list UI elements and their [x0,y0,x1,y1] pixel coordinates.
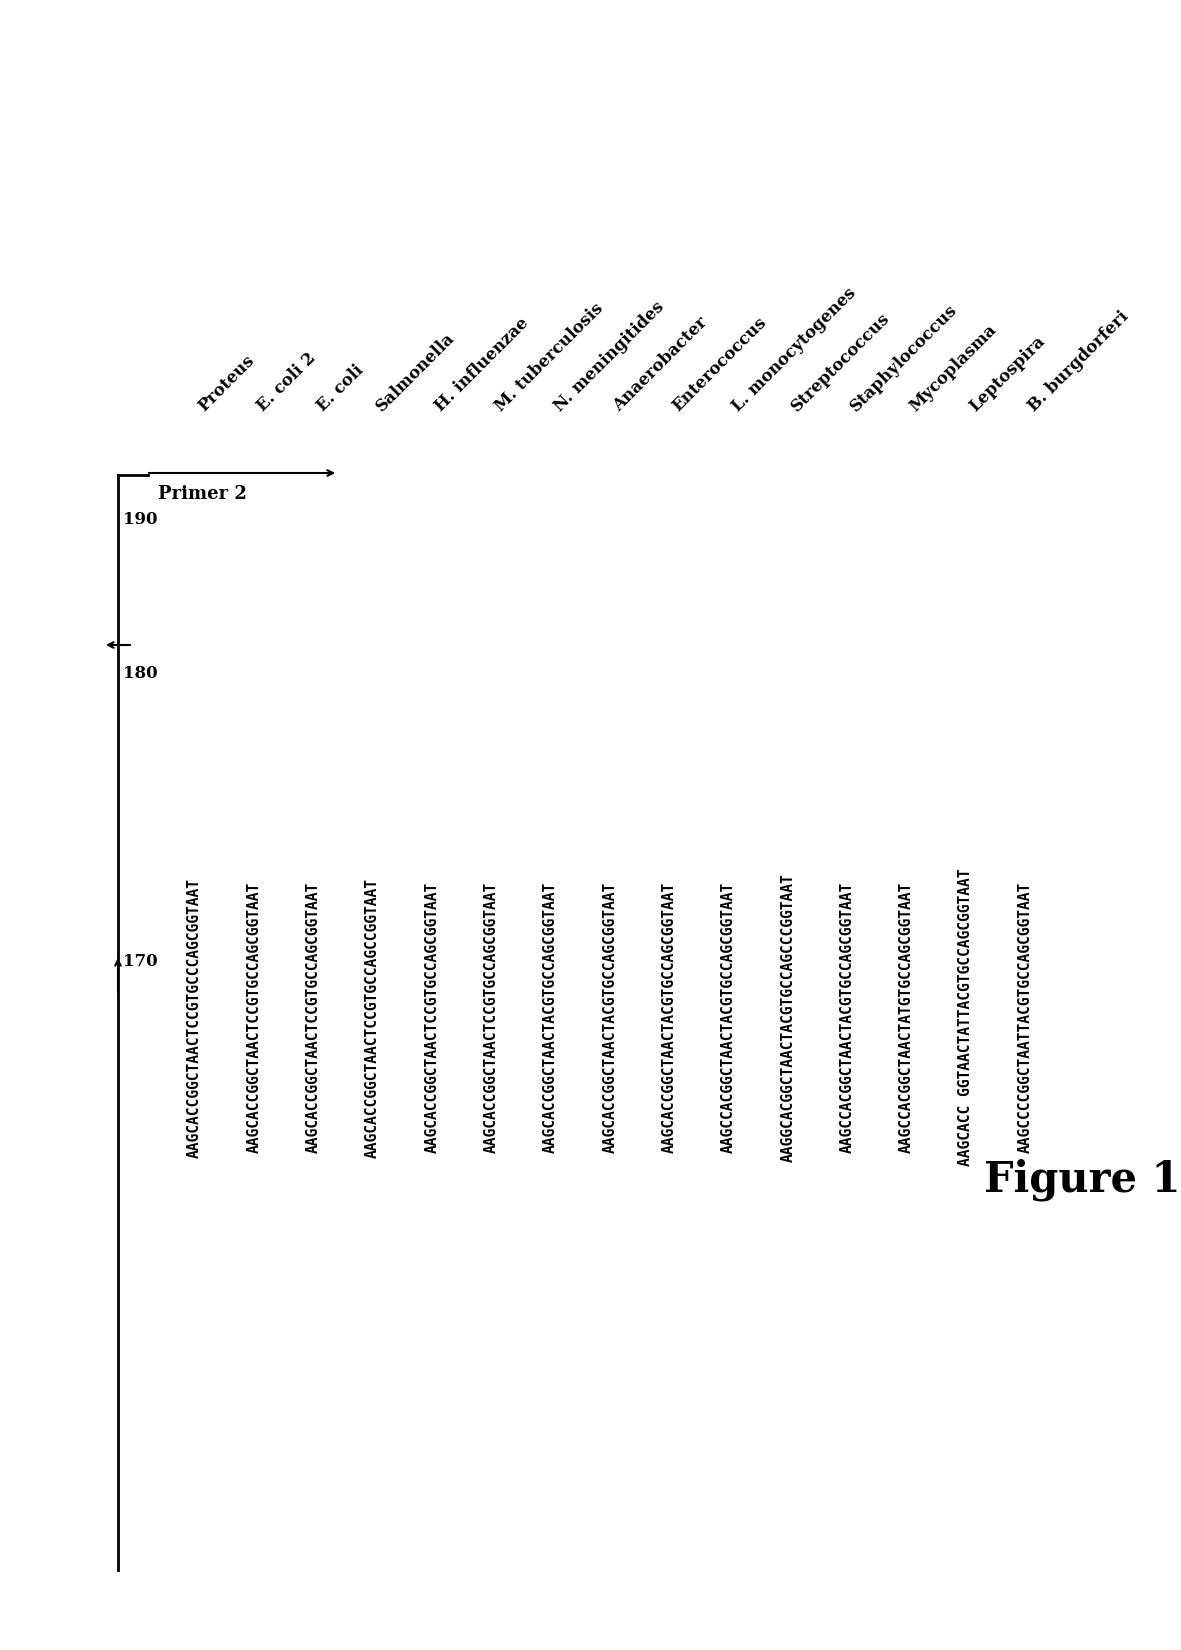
Text: Staphylococcus: Staphylococcus [847,302,961,416]
Text: Primer 2: Primer 2 [158,485,247,503]
Text: E. coli 2: E. coli 2 [254,350,320,416]
Text: N. meningitides: N. meningitides [550,299,667,416]
Text: AAGCACCGGCTAACTCCGTGCCAGCCGGTAAT: AAGCACCGGCTAACTCCGTGCCAGCCGGTAAT [365,878,380,1158]
Text: Enterococcus: Enterococcus [670,314,770,416]
Text: AAGCCACGGCTAACTACGTGCCAGCGGTAAT: AAGCCACGGCTAACTACGTGCCAGCGGTAAT [840,881,855,1153]
Text: E. coli: E. coli [313,361,366,416]
Text: AAGCCACGGCTAACTACGTGCCAGCGGTAAT: AAGCCACGGCTAACTACGTGCCAGCGGTAAT [722,881,736,1153]
Text: AAGCACCGGCTAACTACGTGCCAGCGGTAAT: AAGCACCGGCTAACTACGTGCCAGCGGTAAT [543,881,559,1153]
Text: AAGCCACGGCTAACTATGTGCCAGCGGTAAT: AAGCCACGGCTAACTATGTGCCAGCGGTAAT [899,881,914,1153]
Text: L. monocytogenes: L. monocytogenes [729,284,859,416]
Text: AAGCACCGGCTAACTCCGTGCCCAGCGGTAAT: AAGCACCGGCTAACTCCGTGCCCAGCGGTAAT [187,878,202,1158]
Text: 190: 190 [123,512,157,528]
Text: Mycoplasma: Mycoplasma [907,322,1000,416]
Text: Anaerobacter: Anaerobacter [611,314,711,416]
Text: AAGCACCGGCTAACTCCGTGCCAGCGGTAAT: AAGCACCGGCTAACTCCGTGCCAGCGGTAAT [247,881,261,1153]
Text: M. tuberculosis: M. tuberculosis [491,300,606,416]
Text: Streptococcus: Streptococcus [788,310,894,416]
Text: Leptospira: Leptospira [966,333,1049,416]
Text: AAGCACC GGTAACTATTACGTGCCAGCGGTAAT: AAGCACC GGTAACTATTACGTGCCAGCGGTAAT [959,870,973,1167]
Text: Salmonella: Salmonella [373,330,458,416]
Text: AAGCACCGGCTAACTACGTGCCAGCGGTAAT: AAGCACCGGCTAACTACGTGCCAGCGGTAAT [661,881,677,1153]
Text: AAGCACCGGCTAACTACGTGCCAGCGGTAAT: AAGCACCGGCTAACTACGTGCCAGCGGTAAT [602,881,618,1153]
Text: Figure 1B: Figure 1B [984,1158,1181,1201]
Text: AAGCACCGGCTAACTCCGTGCCAGCGGTAAT: AAGCACCGGCTAACTCCGTGCCAGCGGTAAT [484,881,498,1153]
Text: AAGGCACGGCTAACTACGTGCCAGCCCGGTAAT: AAGGCACGGCTAACTACGTGCCAGCCCGGTAAT [781,873,796,1162]
Text: AAGCCCCGGCTAATTACGTGCCAGCGGTAAT: AAGCCCCGGCTAATTACGTGCCAGCGGTAAT [1018,881,1033,1153]
Text: AAGCACCGGCTAACTCCGTGCCAGCGGTAAT: AAGCACCGGCTAACTCCGTGCCAGCGGTAAT [424,881,439,1153]
Text: 170: 170 [123,954,157,970]
Text: H. influenzae: H. influenzae [432,315,533,416]
Text: 180: 180 [123,665,157,681]
Text: B. burgdorferi: B. burgdorferi [1025,309,1133,416]
Text: Proteus: Proteus [195,351,257,416]
Text: AAGCACCGGCTAACTCCGTGCCAGCGGTAAT: AAGCACCGGCTAACTCCGTGCCAGCGGTAAT [306,881,321,1153]
